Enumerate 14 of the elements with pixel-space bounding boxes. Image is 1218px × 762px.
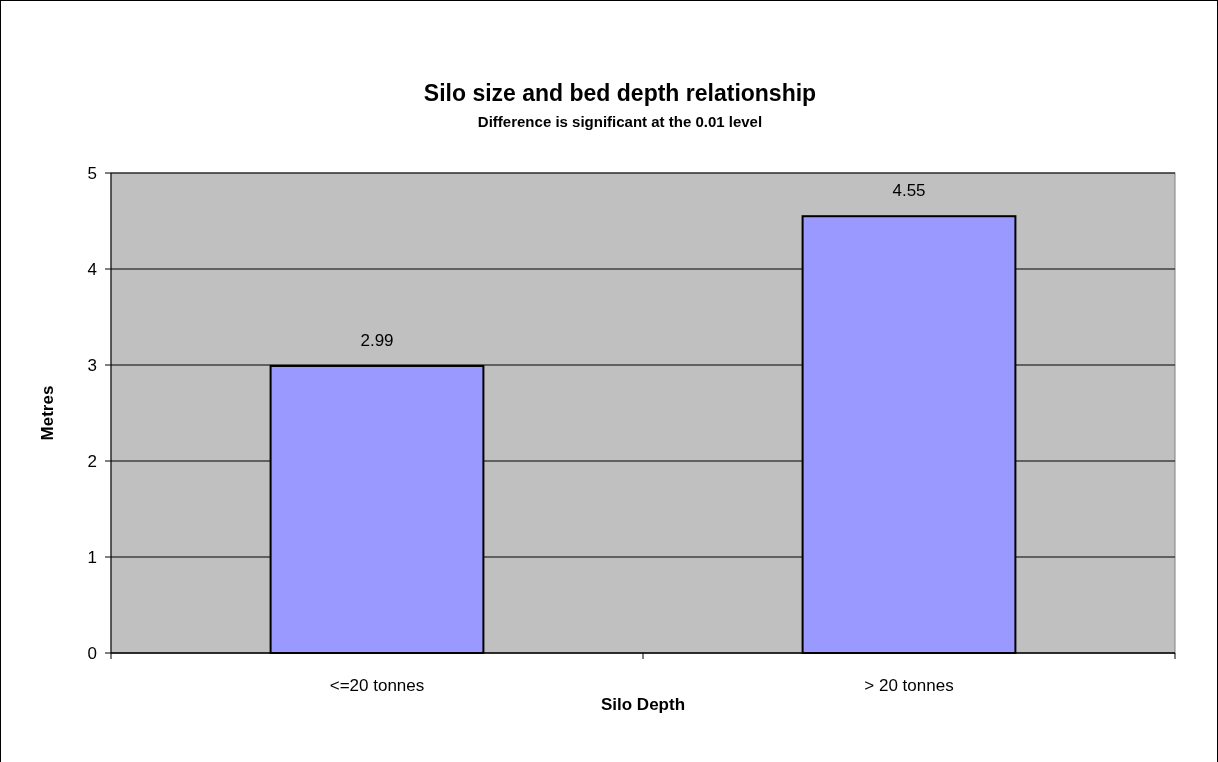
chart-subtitle: Difference is significant at the 0.01 level <box>477 113 763 130</box>
data-label: 2.99 <box>360 330 394 350</box>
y-tick-label: 5 <box>87 163 97 183</box>
chart-title: Silo size and bed depth relationship <box>423 80 817 106</box>
x-axis-title: Silo Depth <box>600 695 686 714</box>
y-tick-label: 1 <box>87 547 97 567</box>
x-tick-label: <=20 tonnes <box>329 676 425 695</box>
data-label: 4.55 <box>892 181 926 201</box>
y-tick-label: 3 <box>87 355 97 375</box>
y-tick-label: 0 <box>87 643 97 663</box>
y-tick-label: 2 <box>87 451 97 471</box>
x-tick-label: > 20 tonnes <box>864 676 954 695</box>
y-tick-label: 4 <box>87 259 97 279</box>
y-axis-title: Metres <box>38 385 57 441</box>
